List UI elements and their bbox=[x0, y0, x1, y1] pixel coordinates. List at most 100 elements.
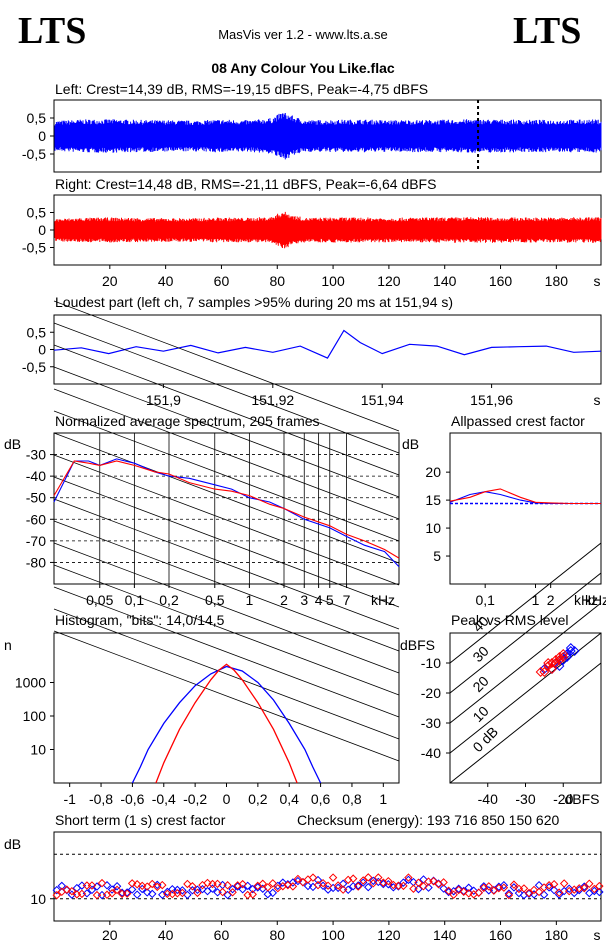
x-tick-label: 0 bbox=[223, 791, 231, 807]
spectrum-slope-line bbox=[53, 608, 400, 740]
peak-rms-point bbox=[543, 661, 554, 671]
short-term-point bbox=[107, 889, 117, 898]
x-tick-label: 160 bbox=[489, 273, 513, 289]
short-term-point bbox=[178, 888, 187, 898]
x-tick-label: 1 bbox=[532, 592, 540, 608]
y-tick-label: -10 bbox=[421, 655, 441, 671]
y-tick-label: -50 bbox=[26, 490, 46, 506]
short-term-point bbox=[87, 881, 97, 890]
x-tick-label: 140 bbox=[433, 927, 457, 943]
short-term-point bbox=[163, 889, 172, 899]
x-tick-label: 180 bbox=[545, 273, 569, 289]
short-term-point bbox=[504, 889, 514, 898]
peak-rms-point bbox=[565, 643, 576, 653]
short-term-point bbox=[409, 877, 418, 887]
short-term-point bbox=[514, 884, 524, 894]
short-term-point bbox=[67, 886, 77, 896]
histogram-series-1 bbox=[155, 663, 298, 784]
spectrum-frame bbox=[53, 432, 400, 585]
short-term-point bbox=[544, 883, 554, 892]
y-tick-label: 0 bbox=[38, 222, 46, 238]
short-term-point bbox=[580, 883, 589, 893]
short-term-point bbox=[524, 888, 534, 898]
x-tick-label: -0,8 bbox=[89, 791, 113, 807]
spectrum-slope-line bbox=[53, 322, 400, 454]
logo-right: LTS bbox=[513, 10, 582, 52]
spectrum-slope-line bbox=[53, 542, 400, 674]
short-term-point bbox=[479, 882, 489, 891]
loudest-part-frame bbox=[53, 314, 602, 385]
short-term-frame bbox=[53, 831, 602, 922]
x-tick-label: 60 bbox=[214, 273, 230, 289]
x-tick-label: 2 bbox=[280, 592, 288, 608]
x-tick-label: 3 bbox=[300, 592, 308, 608]
short-term-point bbox=[323, 881, 333, 890]
x-tick-label: 151,9 bbox=[146, 392, 181, 408]
short-term-point bbox=[389, 880, 398, 890]
short-term-point bbox=[534, 887, 544, 897]
x-tick-label: 60 bbox=[214, 927, 230, 943]
loudest-part-title: Loudest part (left ch, 7 samples >95% du… bbox=[55, 294, 454, 310]
y-tick-label: 5 bbox=[433, 548, 441, 564]
peak-rms-point bbox=[535, 667, 546, 677]
short-term-point bbox=[178, 886, 187, 895]
y-tick-label: 0 bbox=[38, 342, 46, 358]
y-tick-label: -0,5 bbox=[22, 240, 46, 256]
short-term-point bbox=[238, 879, 247, 889]
short-term-point bbox=[122, 889, 132, 898]
spectrum-series-1 bbox=[53, 460, 400, 559]
peak-rms-point bbox=[554, 661, 565, 671]
short-term-point bbox=[595, 881, 604, 891]
x-tick-label: 4 bbox=[315, 592, 323, 608]
y-tick-label: -40 bbox=[421, 745, 441, 761]
short-term-point bbox=[97, 878, 107, 888]
short-term-point bbox=[474, 888, 484, 897]
spectrum-slope-line bbox=[53, 476, 400, 608]
peak-rms-title: Peak vs RMS level bbox=[451, 612, 569, 628]
short-term-point bbox=[328, 873, 338, 882]
x-axis-unit: kHz bbox=[585, 592, 606, 608]
y-tick-label: 10 bbox=[30, 741, 46, 757]
short-term-series-0 bbox=[52, 875, 604, 900]
short-term-point bbox=[343, 885, 353, 894]
short-term-point bbox=[168, 889, 177, 899]
short-term-point bbox=[364, 882, 373, 892]
x-tick-label: 1 bbox=[379, 791, 387, 807]
spectrum-slope-line bbox=[53, 454, 400, 586]
short-term-point bbox=[173, 889, 182, 898]
x-tick-label: 0,1 bbox=[125, 592, 145, 608]
spectrum-slope-line bbox=[53, 586, 400, 718]
short-term-point bbox=[554, 888, 564, 897]
short-term-point bbox=[499, 883, 509, 892]
short-term-point bbox=[87, 885, 97, 895]
x-tick-label: 20 bbox=[102, 273, 118, 289]
short-term-point bbox=[353, 881, 363, 890]
logo-left: LTS bbox=[18, 10, 87, 52]
spectrum-slope-line bbox=[53, 630, 400, 762]
checksum-label: Checksum (energy): 193 716 850 150 620 bbox=[297, 812, 560, 828]
histogram-y-unit: n bbox=[4, 637, 12, 653]
x-tick-label: 0,1 bbox=[475, 592, 495, 608]
histogram-series-0 bbox=[131, 665, 322, 784]
short-term-series-1 bbox=[52, 873, 604, 900]
short-term-point bbox=[348, 874, 358, 883]
short-term-point bbox=[374, 873, 383, 882]
x-axis-unit: s bbox=[594, 392, 601, 408]
peak-rms-y-unit: dBFS bbox=[400, 637, 435, 653]
short-term-point bbox=[147, 879, 157, 889]
y-tick-label: -40 bbox=[26, 468, 46, 484]
short-term-point bbox=[92, 890, 102, 900]
short-term-point bbox=[358, 876, 368, 885]
y-tick-label: 20 bbox=[425, 464, 441, 480]
x-tick-label: 120 bbox=[377, 273, 401, 289]
spectrum-slope-line bbox=[53, 410, 400, 542]
left-channel-title: Left: Crest=14,39 dB, RMS=-19,15 dBFS, P… bbox=[55, 81, 429, 97]
x-tick-label: 151,92 bbox=[251, 392, 294, 408]
short-term-point bbox=[288, 882, 298, 891]
short-term-point bbox=[494, 883, 504, 893]
x-tick-label: 20 bbox=[102, 927, 118, 943]
spectrum-slope-line bbox=[53, 564, 400, 696]
short-term-point bbox=[519, 884, 529, 893]
x-tick-label: 160 bbox=[489, 927, 513, 943]
y-tick-label: -0,5 bbox=[22, 146, 46, 162]
